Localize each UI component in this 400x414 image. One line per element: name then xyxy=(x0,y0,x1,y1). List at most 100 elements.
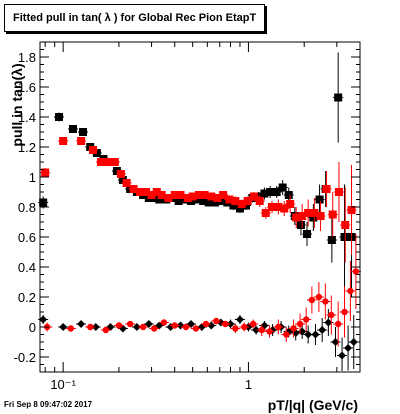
data-point xyxy=(284,191,293,199)
data-point xyxy=(296,320,304,328)
data-point xyxy=(187,320,196,328)
data-point xyxy=(200,191,209,199)
data-point xyxy=(286,200,295,208)
y-axis-label: pull in tan(λ) xyxy=(9,63,25,146)
data-point xyxy=(266,328,273,335)
data-point xyxy=(96,158,105,166)
data-point xyxy=(249,320,257,328)
data-point xyxy=(261,209,270,217)
plot-frame xyxy=(39,41,361,373)
data-point xyxy=(160,319,168,326)
y-tick-label: 0 xyxy=(29,320,36,335)
data-point xyxy=(174,197,183,205)
data-point xyxy=(152,188,161,196)
x-axis-label: pT/|q| (GeV/c) xyxy=(268,397,358,413)
data-point xyxy=(136,188,145,196)
data-point xyxy=(316,212,325,220)
data-point xyxy=(237,200,246,208)
data-point xyxy=(87,323,94,331)
data-point xyxy=(157,191,166,199)
data-point xyxy=(235,315,244,324)
data-point xyxy=(347,206,356,214)
data-point xyxy=(243,197,252,205)
data-point xyxy=(59,323,68,331)
data-point xyxy=(347,287,354,295)
y-tick-label: 0.2 xyxy=(18,290,36,305)
data-point xyxy=(304,330,313,339)
data-point xyxy=(79,128,88,136)
data-point xyxy=(341,221,350,229)
y-tick-label: 1.6 xyxy=(18,80,36,95)
data-point xyxy=(89,146,98,154)
data-point xyxy=(241,201,250,210)
data-point xyxy=(112,167,121,175)
data-point xyxy=(249,192,258,201)
data-point xyxy=(340,233,349,241)
data-point xyxy=(341,308,348,316)
data-point xyxy=(338,351,347,360)
data-point xyxy=(183,194,192,202)
data-point xyxy=(77,320,86,328)
data-point xyxy=(176,191,185,199)
data-point xyxy=(266,188,275,196)
data-point xyxy=(188,192,197,201)
data-point xyxy=(324,318,333,327)
series-0 xyxy=(38,52,357,297)
data-point xyxy=(226,320,235,328)
chart-title: Fitted pull in tan( λ ) for Global Rec P… xyxy=(4,4,266,32)
data-point xyxy=(144,320,153,328)
data-point xyxy=(213,194,222,202)
data-point xyxy=(334,320,342,328)
data-point xyxy=(311,330,320,339)
data-point xyxy=(104,158,113,166)
data-point xyxy=(67,325,75,332)
data-point xyxy=(204,198,213,207)
data-point xyxy=(352,268,360,275)
data-point xyxy=(258,326,265,334)
y-tick-label: -0.2 xyxy=(14,350,36,365)
data-point xyxy=(275,323,282,331)
data-point xyxy=(334,188,343,196)
data-point xyxy=(122,179,131,187)
data-point xyxy=(315,195,324,204)
data-point xyxy=(272,188,281,196)
data-point xyxy=(229,201,238,210)
data-point xyxy=(252,326,261,334)
data-point xyxy=(164,194,173,202)
data-point xyxy=(304,209,313,217)
data-point xyxy=(309,213,318,222)
data-point xyxy=(231,197,240,205)
data-point xyxy=(91,323,100,331)
data-point xyxy=(308,296,316,304)
data-point xyxy=(328,311,335,319)
data-point xyxy=(267,203,276,211)
series-2 xyxy=(38,309,359,371)
data-point xyxy=(59,137,68,145)
data-point xyxy=(349,338,358,346)
data-point xyxy=(322,185,331,193)
data-point xyxy=(182,323,190,331)
data-point xyxy=(132,323,141,331)
data-point xyxy=(129,185,138,193)
y-tick-label: 1.4 xyxy=(18,110,36,125)
data-point xyxy=(274,203,283,211)
data-point xyxy=(211,198,220,207)
data-point xyxy=(142,188,151,196)
data-point xyxy=(331,338,340,346)
data-point xyxy=(102,326,110,334)
data-point xyxy=(39,198,48,207)
data-point xyxy=(139,323,147,331)
data-point xyxy=(192,325,200,332)
data-point xyxy=(155,195,164,204)
data-point xyxy=(150,325,158,332)
series-1 xyxy=(40,137,357,263)
y-tick-label: 1 xyxy=(29,170,36,185)
data-point xyxy=(235,204,244,213)
data-point xyxy=(193,195,202,204)
y-tick-label: 0.4 xyxy=(18,260,36,275)
data-point xyxy=(55,113,64,121)
data-point xyxy=(219,191,228,199)
x-tick-label: 10⁻¹ xyxy=(50,377,76,392)
data-point xyxy=(327,236,336,244)
